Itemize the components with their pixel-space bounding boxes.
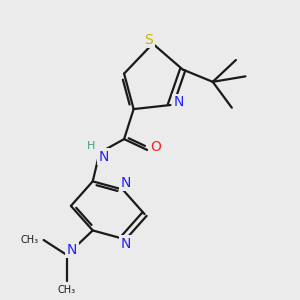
Text: N: N (120, 176, 130, 190)
Text: H: H (87, 141, 96, 151)
Text: CH₃: CH₃ (20, 235, 38, 245)
Text: S: S (144, 32, 153, 46)
Text: N: N (67, 242, 77, 256)
Text: N: N (98, 150, 109, 164)
Text: CH₃: CH₃ (58, 285, 76, 295)
Text: O: O (150, 140, 161, 154)
Text: N: N (173, 95, 184, 109)
Text: N: N (120, 237, 130, 251)
